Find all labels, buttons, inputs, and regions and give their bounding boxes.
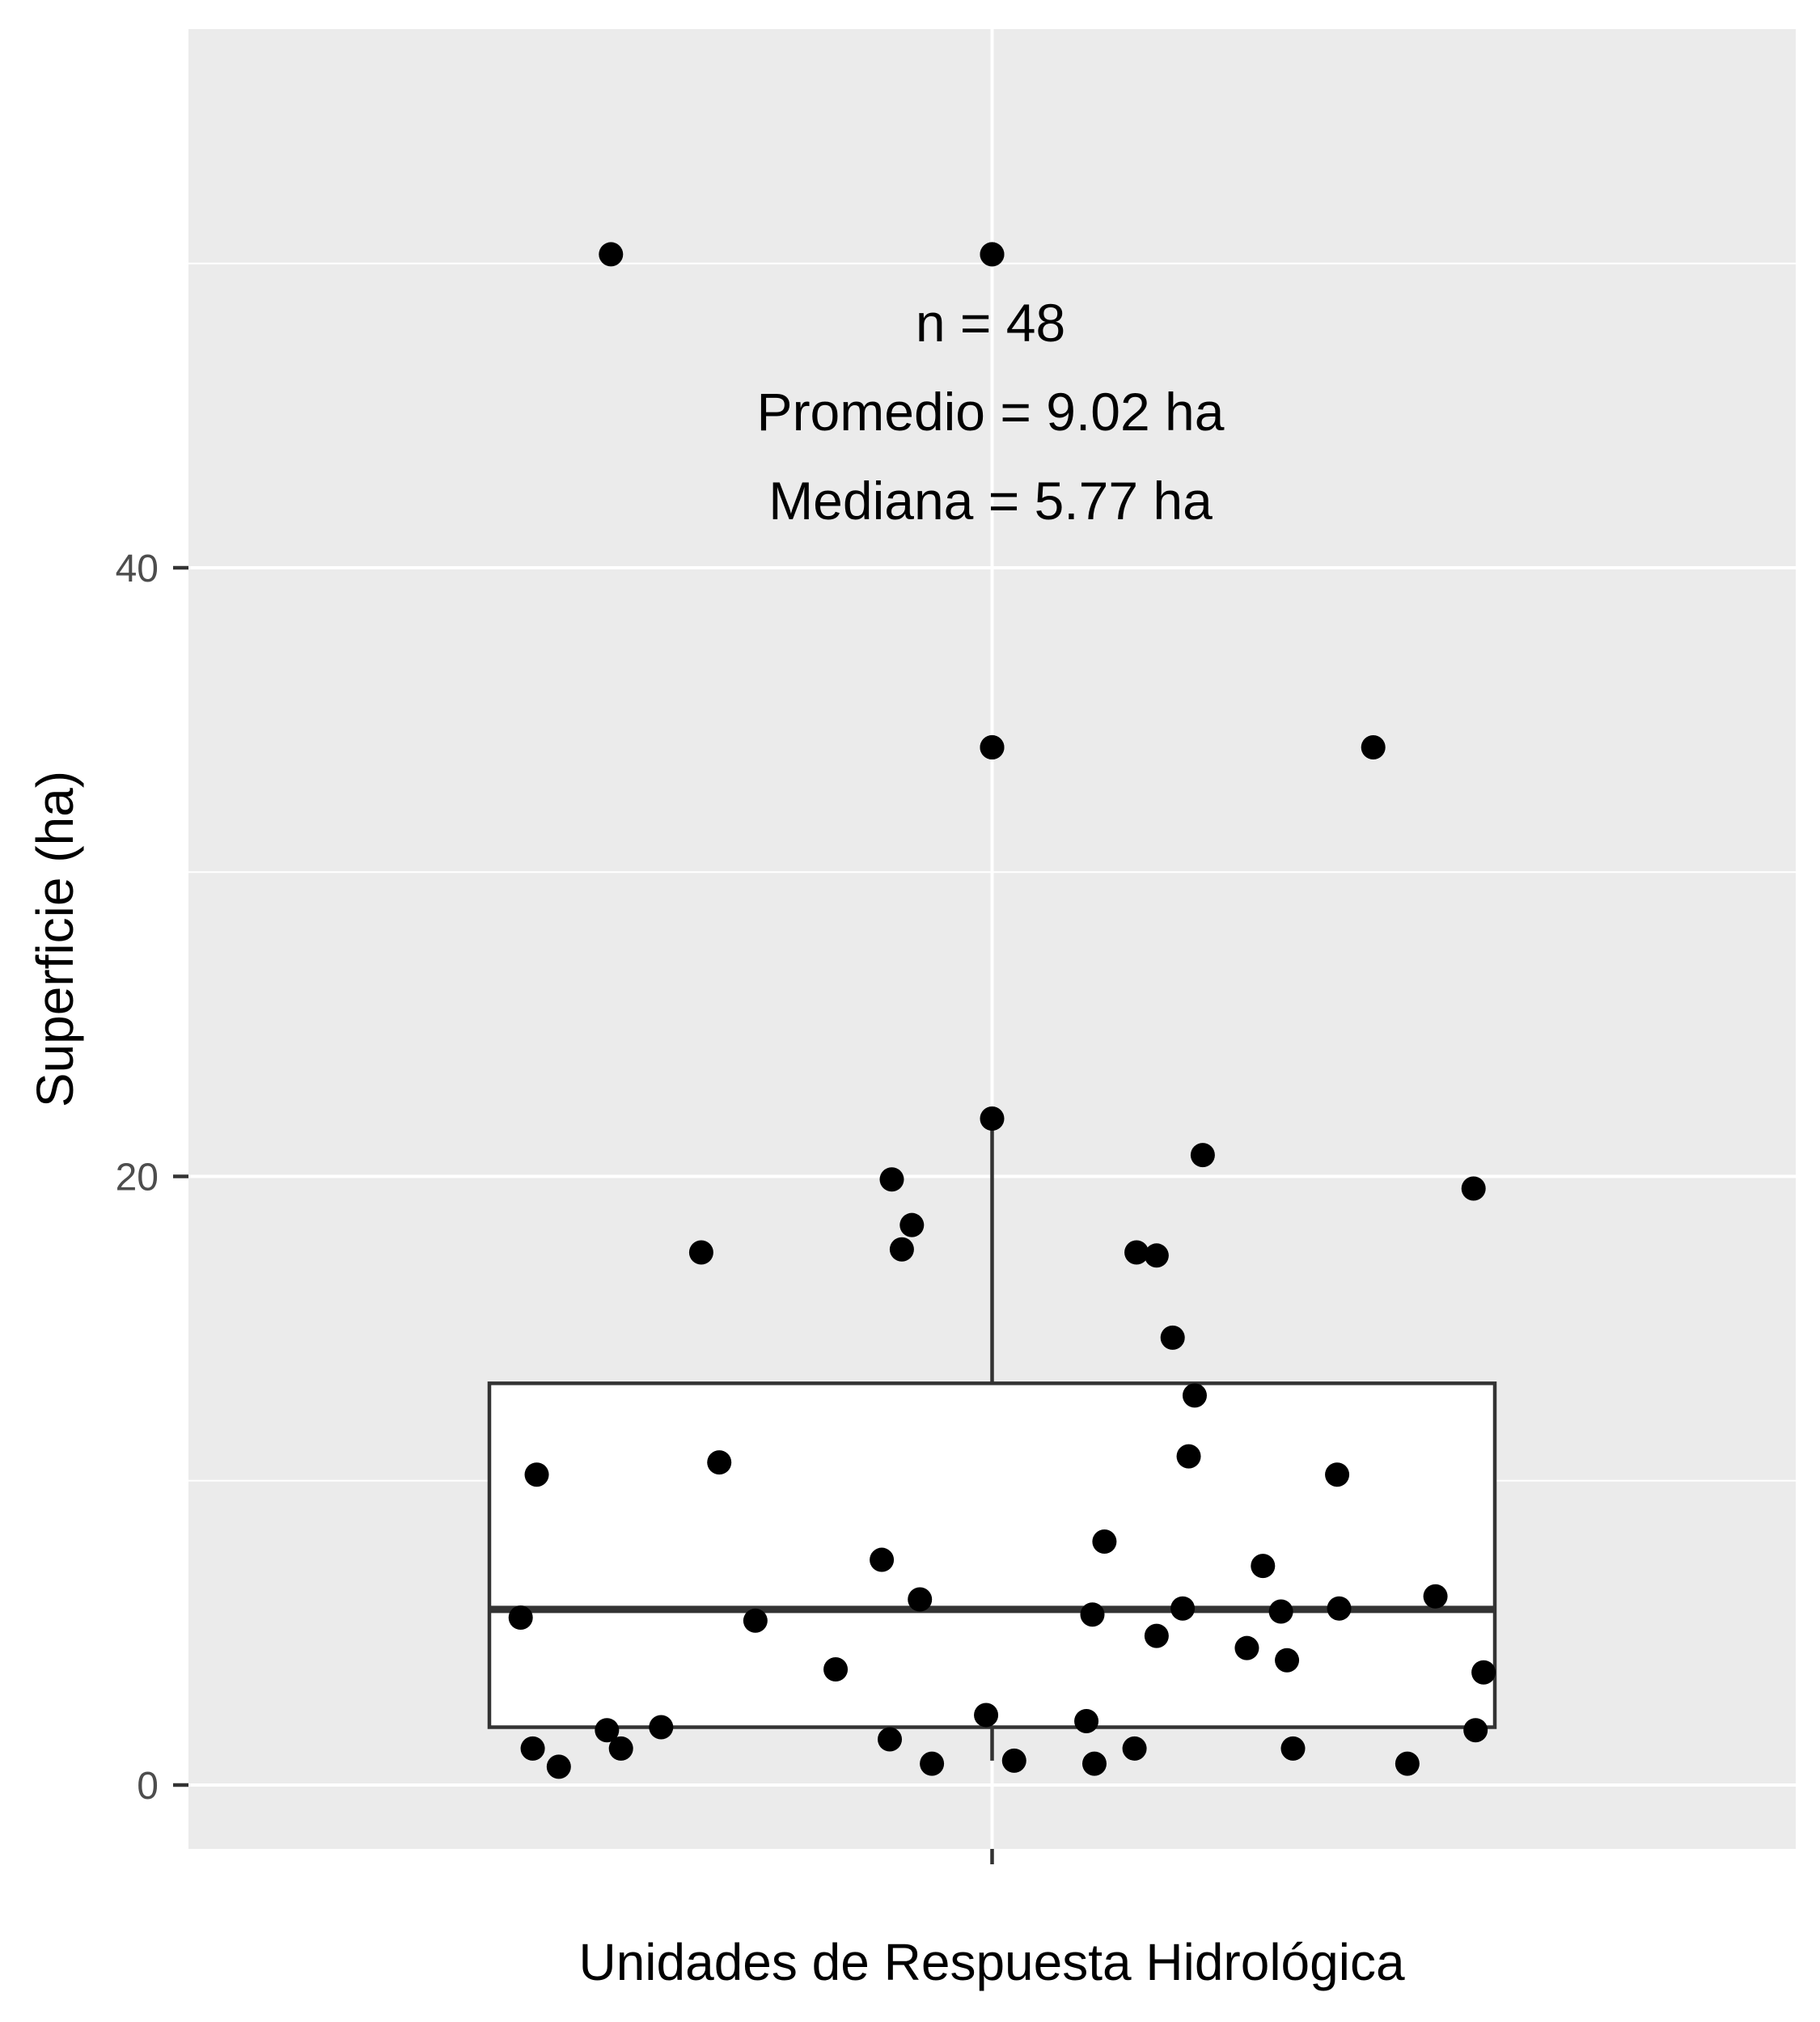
box-layer [487, 242, 1497, 1761]
data-point [980, 1106, 1005, 1131]
data-point [599, 242, 624, 267]
data-point [1080, 1602, 1105, 1627]
y-axis-title: Superficie (ha) [26, 771, 84, 1107]
data-point [1170, 1596, 1196, 1621]
data-point [974, 1703, 999, 1728]
y-tick-label: 0 [137, 1765, 159, 1808]
data-point [595, 1718, 620, 1743]
data-point [707, 1450, 732, 1475]
data-point [649, 1715, 674, 1740]
data-point [520, 1736, 545, 1761]
data-point [1182, 1383, 1207, 1408]
data-point [546, 1754, 571, 1779]
data-point [878, 1727, 903, 1752]
annotation-line: Mediana = 5.77 ha [768, 471, 1213, 531]
data-point [1423, 1584, 1448, 1609]
data-point [1092, 1529, 1117, 1554]
data-point [1280, 1736, 1306, 1761]
annotation-line: Promedio = 9.02 ha [757, 382, 1225, 442]
data-point [920, 1751, 945, 1776]
data-point [980, 734, 1005, 759]
data-point [1461, 1176, 1486, 1201]
data-point [1001, 1748, 1026, 1773]
data-point [1160, 1325, 1185, 1350]
data-point [870, 1547, 895, 1572]
data-point [899, 1212, 925, 1237]
data-point [1275, 1648, 1300, 1673]
data-point [1144, 1623, 1169, 1648]
data-point [1190, 1143, 1215, 1168]
data-point [879, 1167, 904, 1192]
data-point [1361, 734, 1386, 759]
data-point [608, 1736, 633, 1761]
data-point [823, 1657, 849, 1682]
iqr-box [487, 1381, 1497, 1729]
data-point [688, 1240, 713, 1265]
data-point [1234, 1635, 1259, 1660]
data-point [743, 1608, 768, 1633]
axes: 0 20 40 [116, 548, 994, 1864]
y-tick-label: 40 [116, 548, 159, 590]
annotation-line: n = 48 [916, 293, 1065, 353]
data-point [1327, 1596, 1352, 1621]
x-axis-title: Unidades de Respuesta Hidrológica [578, 1933, 1404, 1991]
data-point [1081, 1751, 1107, 1776]
data-points [508, 242, 1496, 1779]
data-point [508, 1605, 533, 1631]
data-point [980, 242, 1005, 267]
data-point [1395, 1751, 1420, 1776]
annotations: n = 48 Promedio = 9.02 ha Mediana = 5.77 h… [757, 293, 1225, 531]
data-point [1268, 1599, 1293, 1624]
data-point [889, 1237, 914, 1262]
y-tick-label: 20 [116, 1156, 159, 1199]
data-point [1176, 1444, 1201, 1469]
data-point [908, 1587, 933, 1612]
data-point [524, 1462, 549, 1487]
data-point [1122, 1736, 1147, 1761]
data-point [1471, 1660, 1496, 1685]
data-point [1124, 1240, 1149, 1265]
data-point [1251, 1554, 1276, 1579]
data-point [1325, 1462, 1350, 1487]
data-point [1074, 1708, 1099, 1733]
data-point [1144, 1243, 1169, 1268]
data-point [1463, 1718, 1488, 1743]
